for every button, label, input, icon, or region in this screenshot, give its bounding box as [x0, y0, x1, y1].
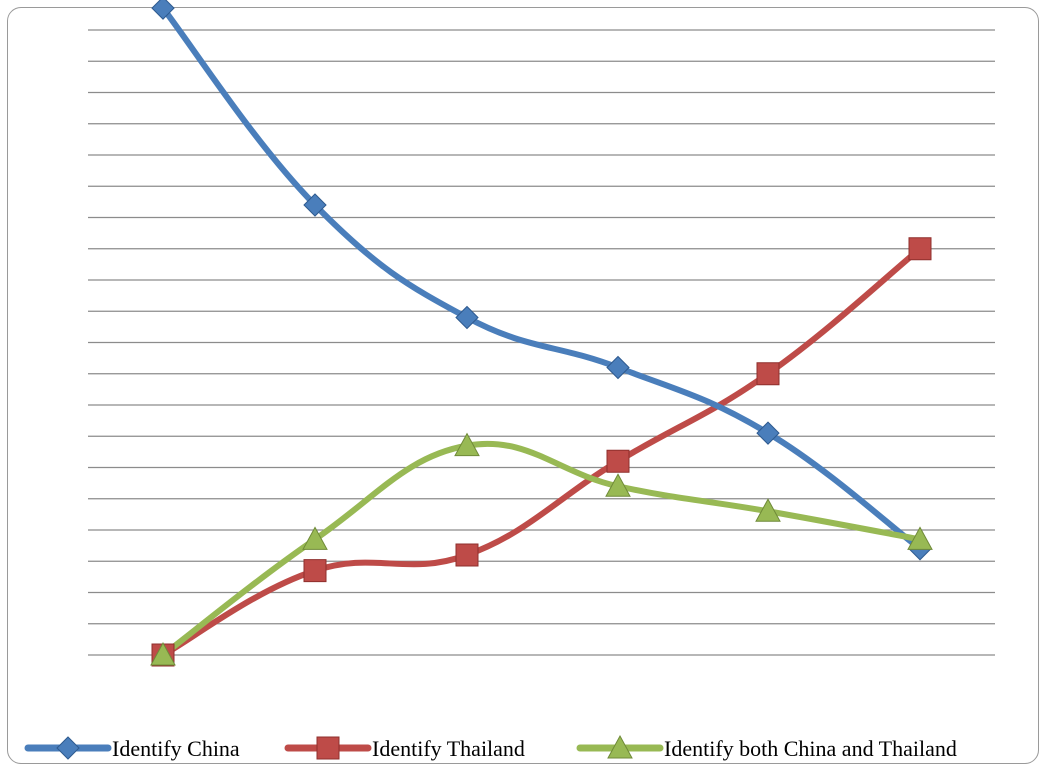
data-point	[756, 362, 780, 386]
series-line	[160, 5, 923, 552]
data-point	[605, 473, 631, 497]
data-point	[908, 237, 932, 261]
legend-marker	[316, 736, 340, 760]
legend: Identify China Identify Thailand Identify …	[24, 734, 957, 761]
data-point	[302, 526, 328, 550]
data-point	[454, 432, 480, 457]
data-point	[303, 193, 327, 217]
data-point	[606, 355, 630, 380]
legend-marker	[607, 734, 633, 759]
data-point	[907, 526, 933, 550]
data-point	[756, 421, 780, 445]
series-line	[160, 440, 923, 658]
series-lines	[160, 5, 923, 658]
legend-label: Identify China	[112, 736, 240, 761]
data-point	[455, 543, 479, 567]
series-markers	[150, 0, 933, 667]
chart-frame	[7, 7, 1039, 764]
legend-marker	[56, 736, 80, 760]
data-point	[755, 498, 781, 522]
data-point	[151, 0, 175, 20]
data-point	[150, 641, 176, 666]
gridlines	[88, 29, 995, 656]
legend-label: Identify both China and Thailand	[664, 736, 957, 761]
legend-label: Identify Thailand	[372, 736, 525, 761]
data-point	[455, 305, 479, 330]
series-line	[160, 245, 923, 658]
data-point	[606, 449, 630, 473]
data-point	[303, 559, 327, 583]
